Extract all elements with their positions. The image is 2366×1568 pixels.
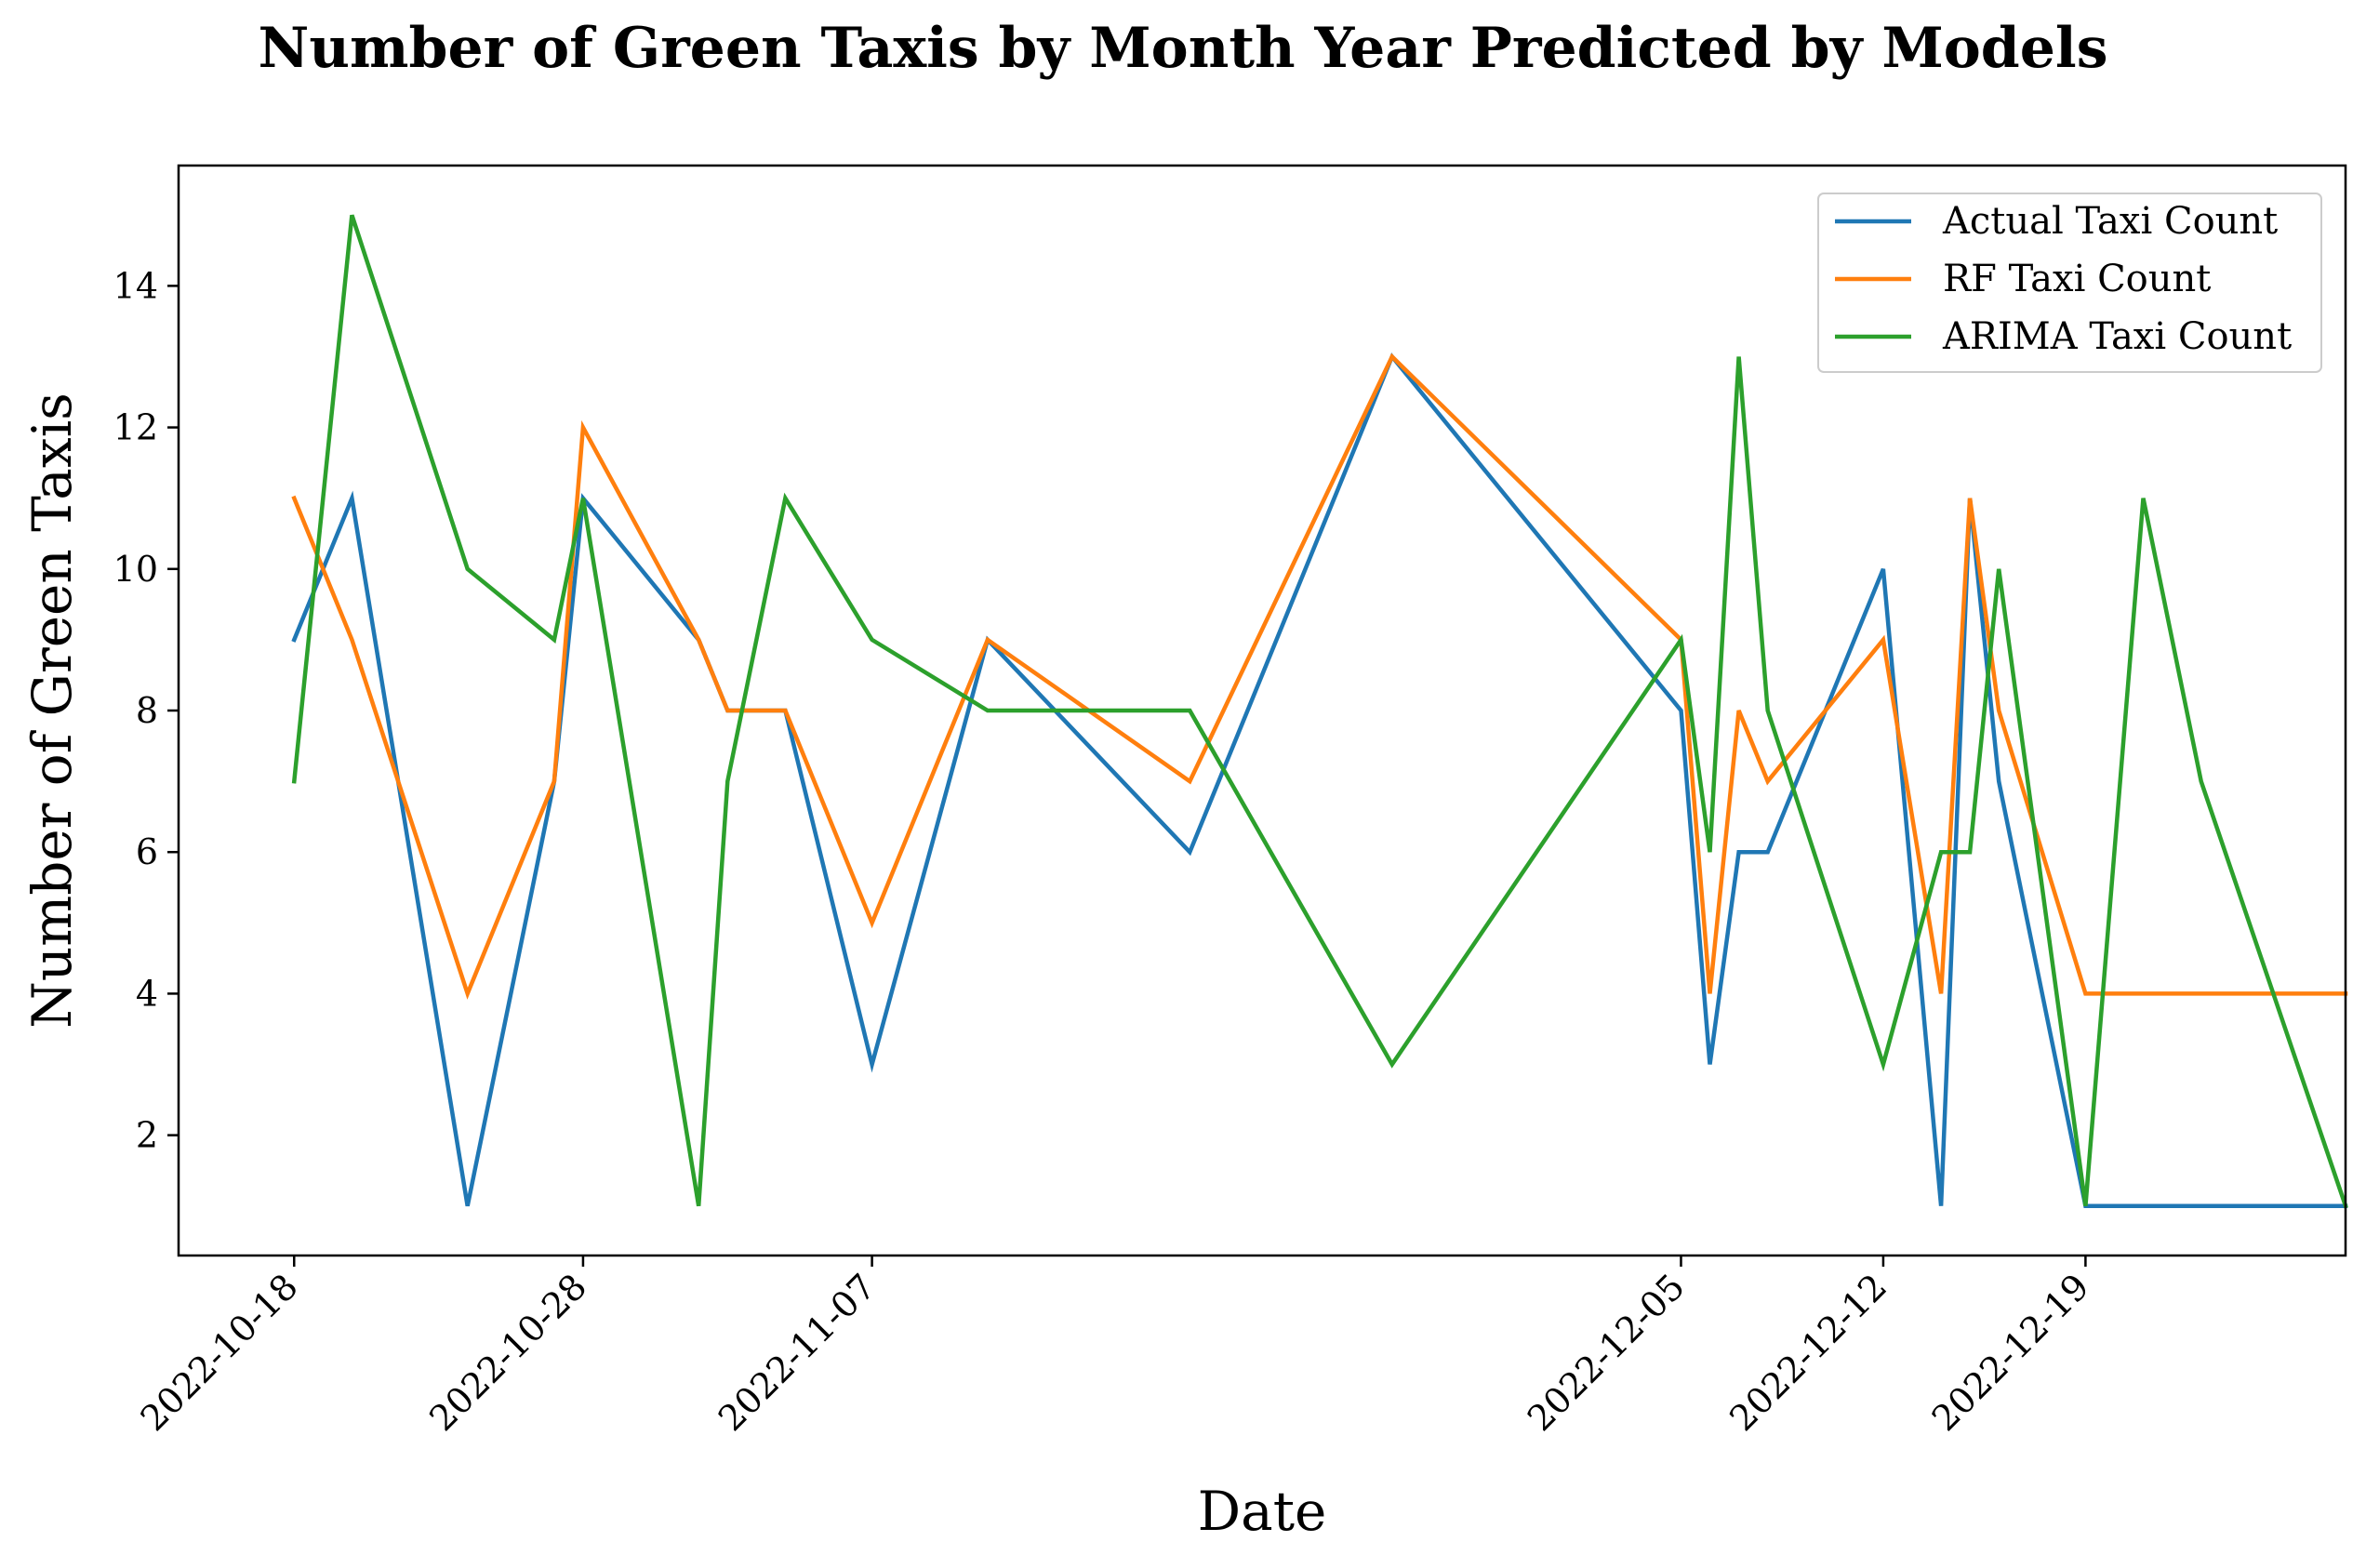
x-axis-label: Date	[1198, 1480, 1327, 1543]
legend-label-0: Actual Taxi Count	[1942, 200, 2278, 243]
x-tick-label-0: 2022-10-18	[133, 1266, 306, 1439]
y-tick-label-2: 6	[136, 831, 158, 872]
legend-label-1: RF Taxi Count	[1943, 258, 2211, 300]
series-line-0	[291, 352, 2348, 1208]
x-tick-label-5: 2022-12-19	[1924, 1266, 2097, 1439]
y-tick-label-1: 4	[136, 973, 158, 1014]
y-axis-label: Number of Green Taxis	[20, 392, 84, 1029]
series-line-1	[291, 352, 2348, 1000]
y-tick-label-3: 8	[136, 690, 158, 731]
y-tick-label-4: 10	[113, 549, 158, 590]
legend-label-2: ARIMA Taxi Count	[1942, 315, 2292, 358]
y-tick-label-5: 12	[113, 407, 158, 448]
legend: Actual Taxi Count RF Taxi Count ARIMA Taxi…	[1817, 193, 2322, 373]
plot-area	[291, 214, 2348, 1209]
x-tick-label-1: 2022-10-28	[421, 1266, 594, 1439]
y-tick-label-0: 2	[136, 1115, 158, 1156]
y-axis-ticks: 2 4 6 8 10 12 14	[113, 265, 179, 1156]
x-tick-label-3: 2022-12-05	[1520, 1266, 1693, 1439]
series-line-2	[291, 214, 2348, 1209]
x-axis-ticks: 2022-10-18 2022-10-28 2022-11-07 2022-12-05…	[133, 1256, 2097, 1439]
legend-box	[1817, 193, 2322, 373]
x-tick-label-4: 2022-12-12	[1721, 1266, 1894, 1439]
y-tick-label-6: 14	[113, 265, 158, 306]
chart-title: Number of Green Taxis by Month Year Pred…	[259, 16, 2108, 81]
x-tick-label-2: 2022-11-07	[711, 1266, 884, 1439]
